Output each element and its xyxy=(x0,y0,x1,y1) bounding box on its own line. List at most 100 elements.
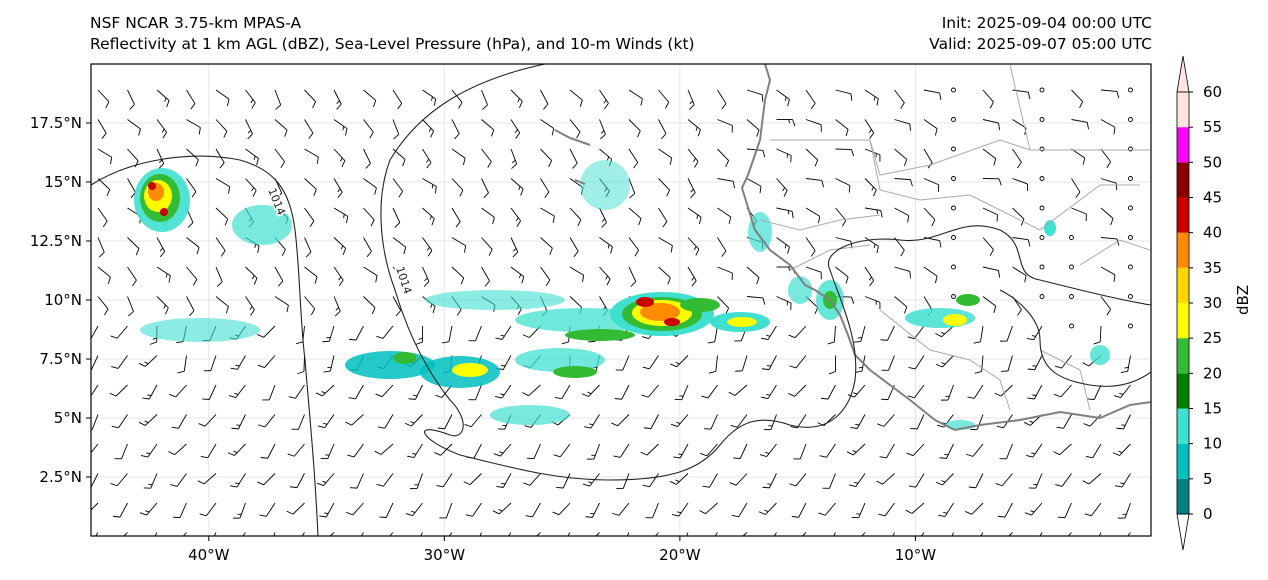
wind-barb xyxy=(156,119,168,139)
wind-barb xyxy=(733,443,748,459)
wind-barb xyxy=(801,532,807,536)
calm-wind-marker xyxy=(1039,176,1045,181)
wind-barb xyxy=(349,473,364,489)
wind-barb xyxy=(288,384,305,399)
colorbar-max-arrow xyxy=(1176,55,1190,93)
wind-barb xyxy=(215,178,231,194)
wind-barb xyxy=(479,532,482,536)
wind-barb xyxy=(451,266,465,285)
wind-barb xyxy=(585,502,600,518)
wind-barb xyxy=(1071,119,1090,130)
wind-barb xyxy=(703,414,718,430)
wind-barb xyxy=(260,443,276,459)
time-info: Init: 2025-09-04 00:00 UTC Valid: 2025-0… xyxy=(929,13,1152,55)
wind-barb xyxy=(289,473,305,489)
coastline xyxy=(554,64,1151,432)
wind-barb xyxy=(345,414,364,426)
wind-barb xyxy=(1012,207,1025,226)
wind-barb xyxy=(731,502,748,518)
wind-barb xyxy=(892,532,895,536)
wind-barb xyxy=(701,384,718,399)
wind-barb xyxy=(939,443,954,459)
wind-barb xyxy=(138,355,158,367)
wind-barb xyxy=(980,532,984,536)
colorbar-band xyxy=(1177,232,1189,268)
wind-barb xyxy=(333,148,346,168)
wind-barb xyxy=(392,148,406,167)
calm-wind-marker xyxy=(1039,146,1045,152)
wind-barb xyxy=(215,266,223,287)
wind-barb xyxy=(982,266,1000,278)
wind-barb xyxy=(1028,473,1043,489)
wind-barb xyxy=(481,119,495,137)
wind-barb xyxy=(910,414,925,430)
wind-barb xyxy=(923,178,940,192)
wind-barb xyxy=(245,119,253,140)
isobar-label: 1014 xyxy=(393,265,414,296)
wind-barb xyxy=(670,414,689,427)
wind-barb xyxy=(761,384,777,400)
wind-barb xyxy=(658,237,673,253)
wind-barb xyxy=(1100,296,1112,316)
wind-barb xyxy=(569,207,582,227)
wind-barb xyxy=(95,532,99,536)
wind-barb xyxy=(363,148,371,169)
wind-barb xyxy=(628,148,639,169)
wind-barb xyxy=(1067,532,1072,536)
wind-barb xyxy=(346,502,364,516)
lon-tick-label: 20°W xyxy=(659,546,701,564)
wind-barb xyxy=(686,532,689,536)
wind-barb xyxy=(465,502,482,517)
wind-barb xyxy=(333,178,343,198)
wind-barb xyxy=(1071,207,1087,222)
wind-barb xyxy=(540,237,553,255)
wind-barb xyxy=(1098,532,1102,536)
wind-barb xyxy=(1113,384,1131,399)
wind-barb xyxy=(304,207,315,228)
wind-barb xyxy=(257,473,276,486)
wind-barb xyxy=(333,266,344,287)
wind-barb xyxy=(879,443,895,459)
longitude-axis: 40°W 30°W 20°W 10°W xyxy=(188,536,936,564)
wind-barb xyxy=(658,89,670,109)
wind-barb xyxy=(1100,119,1116,135)
wind-barb xyxy=(552,502,571,516)
wind-barb xyxy=(835,266,849,284)
wind-barb xyxy=(599,237,613,254)
wind-barb xyxy=(820,384,836,400)
calm-wind-marker xyxy=(1128,87,1133,93)
wind-barb xyxy=(1000,325,1013,342)
wind-barb xyxy=(320,443,335,460)
wind-barb xyxy=(1053,443,1072,456)
calm-wind-marker xyxy=(951,87,956,93)
wind-barb xyxy=(375,384,394,398)
lat-tick-label: 10°N xyxy=(44,291,82,309)
wind-barb xyxy=(805,207,821,224)
wind-barb xyxy=(156,237,166,258)
wind-barb xyxy=(776,89,790,107)
wind-barb xyxy=(510,148,518,169)
wind-barb xyxy=(628,119,641,138)
colorbar-tick-label: 20 xyxy=(1203,364,1222,382)
colorbar-tick-label: 5 xyxy=(1203,470,1213,488)
wind-barb xyxy=(746,119,760,137)
lat-tick-label: 5°N xyxy=(54,409,82,427)
wind-barb xyxy=(894,207,910,223)
wind-barb xyxy=(758,502,777,515)
wind-barb xyxy=(776,207,794,219)
colorbar-min-arrow xyxy=(1176,513,1190,551)
fields-subtitle: Reflectivity at 1 km AGL (dBZ), Sea-Leve… xyxy=(90,35,695,53)
wind-barb xyxy=(642,355,659,370)
wind-barb xyxy=(422,207,435,226)
wind-barb xyxy=(584,414,600,429)
wind-barb xyxy=(227,443,246,456)
wind-barb xyxy=(257,355,276,368)
wind-barb xyxy=(451,89,463,109)
wind-barb xyxy=(363,266,378,283)
wind-barb xyxy=(908,473,925,488)
wind-barb xyxy=(554,384,571,400)
calm-wind-marker xyxy=(1069,264,1074,270)
wind-barb xyxy=(717,178,736,189)
wind-barb xyxy=(1085,443,1102,459)
wind-barb xyxy=(761,325,777,341)
